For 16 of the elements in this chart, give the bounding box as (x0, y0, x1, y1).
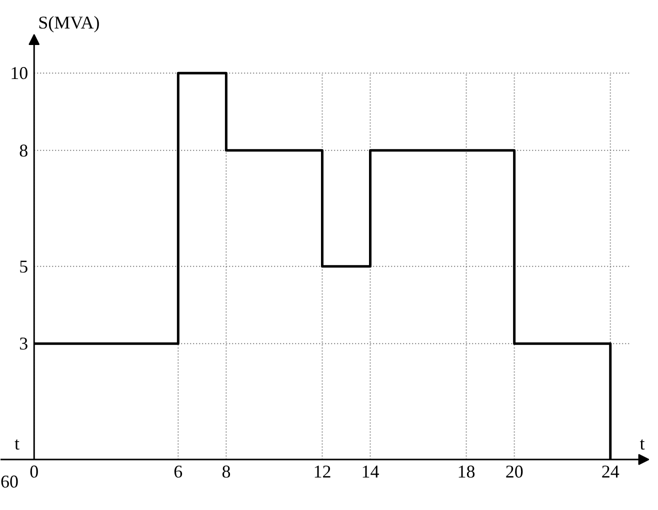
x-tick-label: 20 (505, 462, 524, 482)
y-tick-label: 10 (10, 63, 28, 84)
y-tick-label: 8 (19, 140, 28, 160)
x-tick-label: 24 (601, 462, 620, 482)
y-axis-title: S(MVA) (38, 12, 100, 32)
x-tick-label: 18 (457, 462, 476, 482)
x-axis-title: t (640, 434, 645, 454)
x-tick-label: 12 (313, 462, 332, 482)
x-tick-label: 0 (30, 462, 39, 482)
text: 60 (0, 472, 18, 492)
x-tick-label: 8 (222, 462, 231, 482)
x-tick-label: 14 (361, 462, 380, 482)
annotation: t (14, 434, 20, 454)
y-tick-label: 5 (19, 256, 28, 276)
y-tick-label: 3 (19, 334, 28, 354)
x-tick-label: 6 (174, 462, 183, 482)
